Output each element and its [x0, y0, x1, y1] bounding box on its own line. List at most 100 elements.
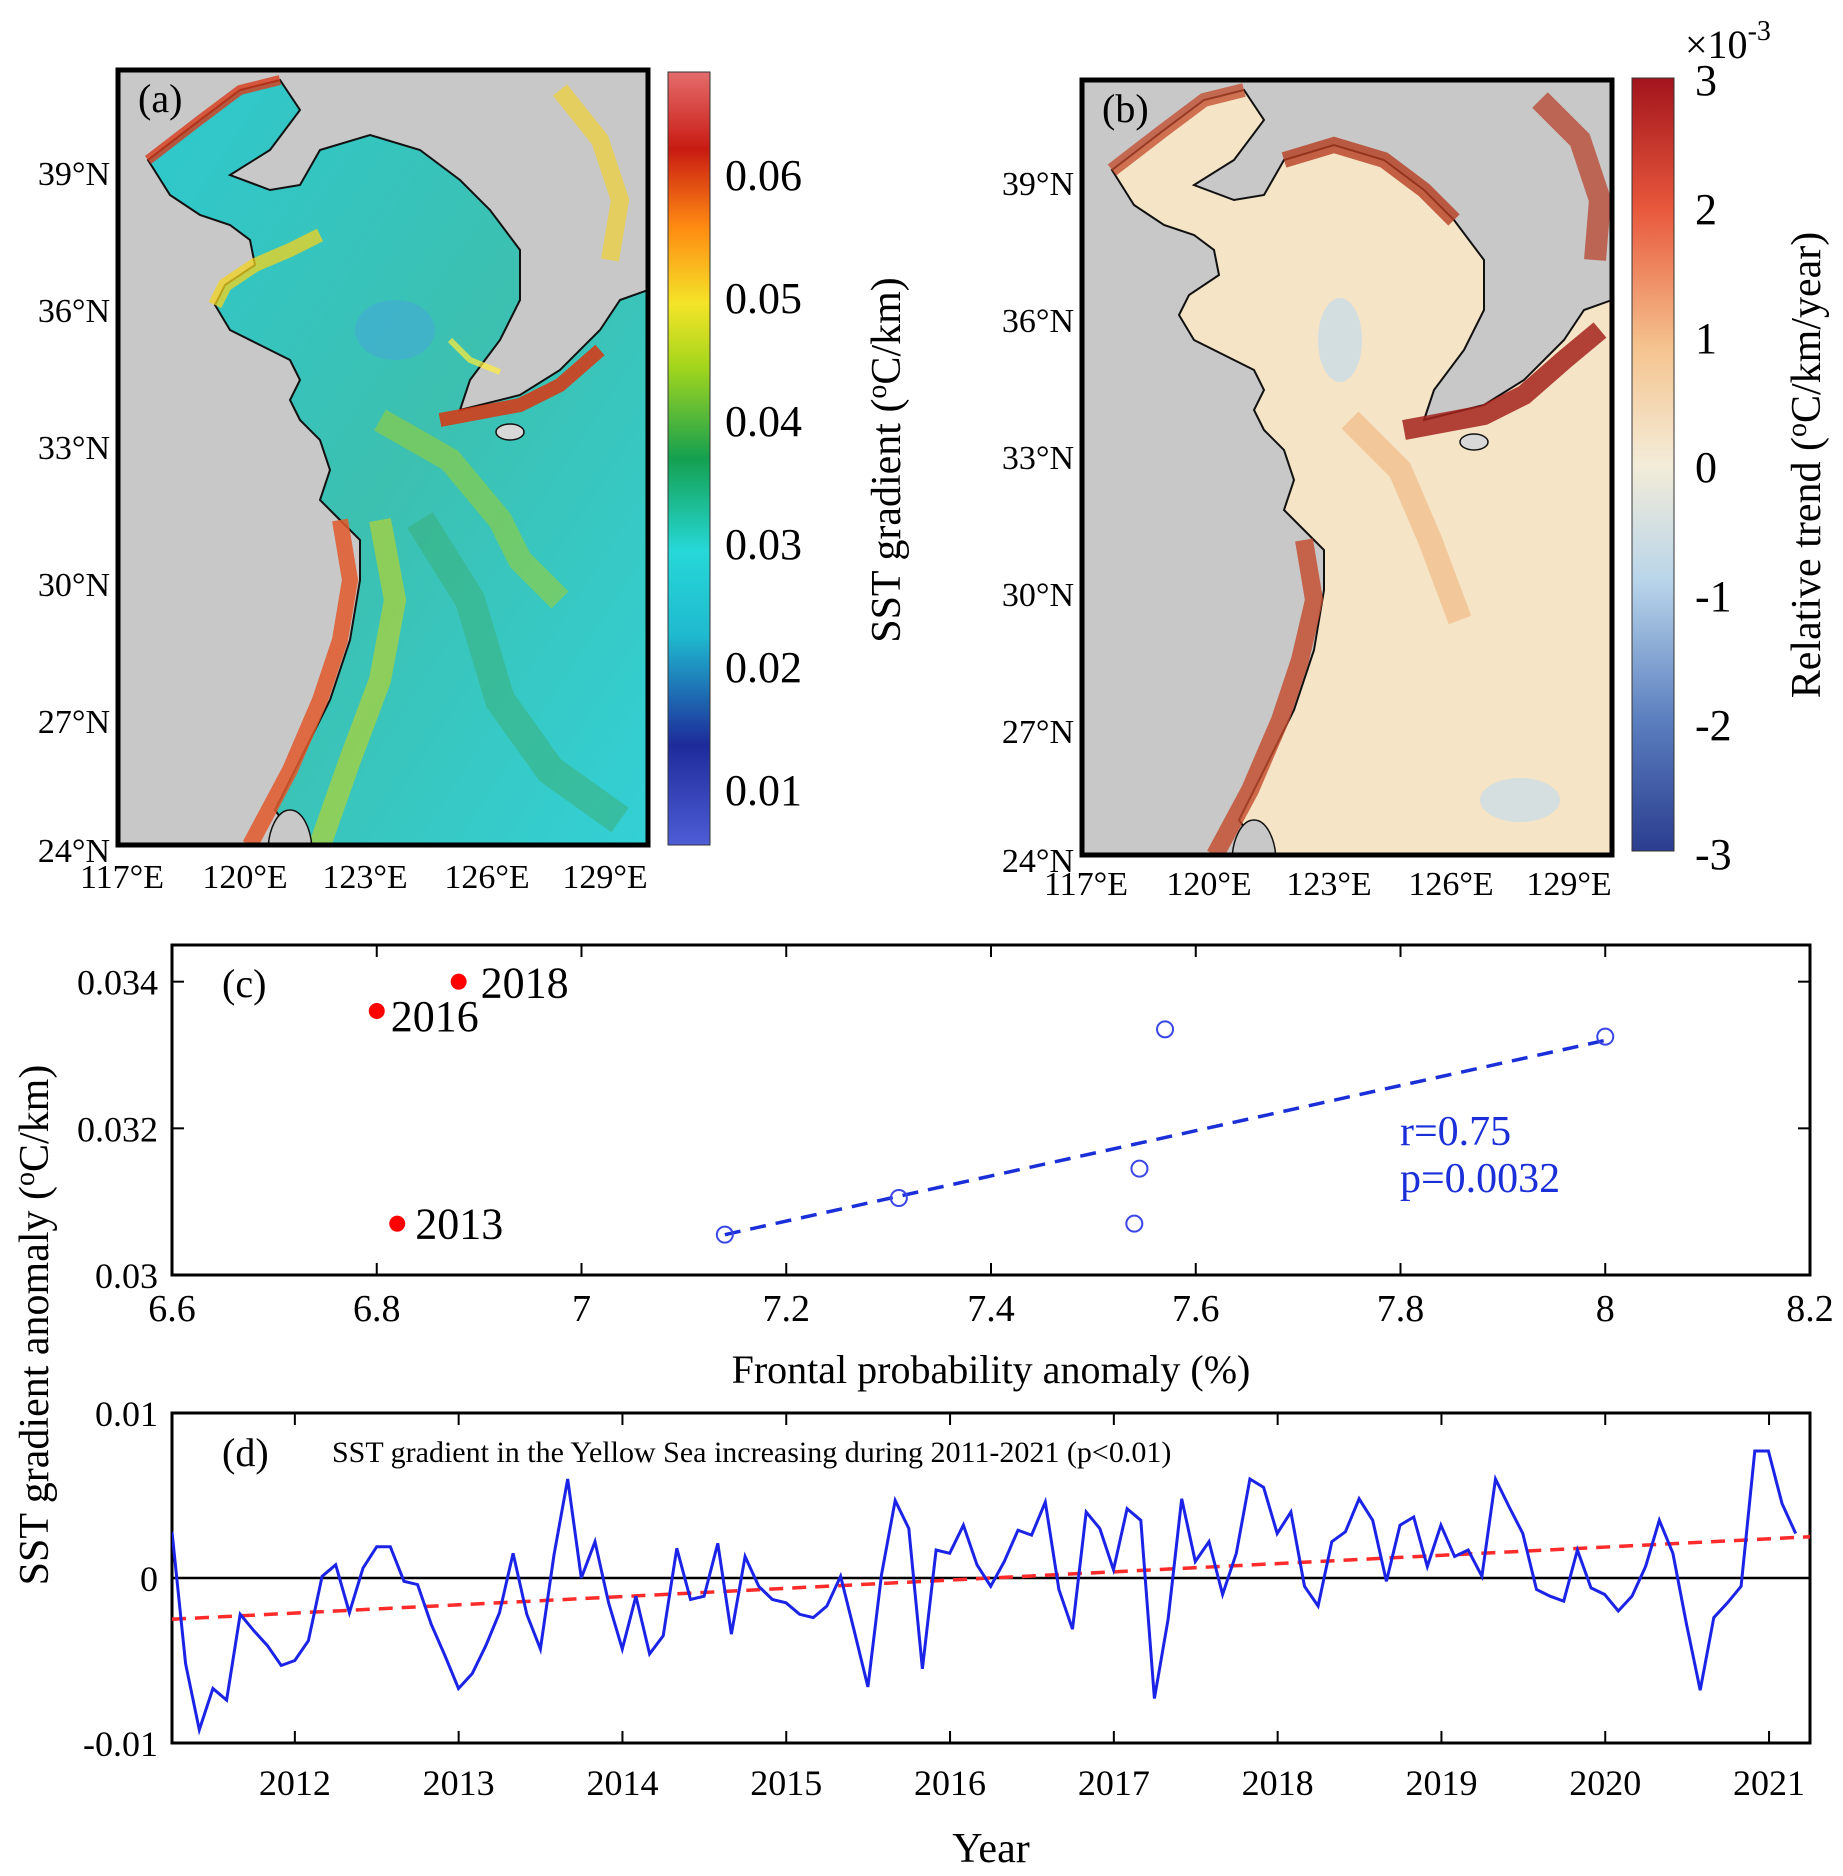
sst-gradient-series-line — [172, 1449, 1798, 1736]
panel-c-ticks: 6.6 6.8 7 7.2 7.4 7.6 7.8 8 8.2 0.034 0.032 0.03 — [77, 945, 1834, 1330]
x-tick-label: 2020 — [1569, 1763, 1641, 1803]
y-tick-label: 0.03 — [95, 1256, 158, 1296]
panel-d-x-axis-label: Year — [952, 1826, 1029, 1871]
panel-c-scatter: (c) 6.6 6.8 7 7.2 7.4 7.6 7.8 8 8.2 0.034 0.032 0.0… — [77, 943, 1834, 1392]
point-year-label: 2013 — [415, 1200, 503, 1249]
cbar-tick: 0.02 — [725, 643, 802, 692]
shared-y-axis-label: SST gradient anomaly (oC/km) — [10, 1065, 58, 1586]
scatter-point-open — [1156, 1020, 1175, 1039]
panel-a-map: (a) 39°N 36°N 33°N 30°N 27°N 24°N 117°E … — [38, 67, 651, 896]
cbar-tick: 1 — [1695, 314, 1717, 363]
cbar-multiplier: ×10-3 — [1685, 16, 1771, 67]
y-tick-label: 0.01 — [95, 1394, 158, 1434]
panel-a-lon-ticks: 117°E 120°E 123°E 126°E 129°E — [80, 859, 648, 896]
x-tick-label: 7.6 — [1172, 1288, 1220, 1330]
y-tick-label: 0.032 — [77, 1109, 158, 1149]
scatter-point-open — [1125, 1214, 1144, 1233]
x-tick-label: 2017 — [1078, 1763, 1150, 1803]
lat-tick: 24°N — [1002, 843, 1074, 880]
lat-tick: 39°N — [38, 156, 110, 193]
lon-tick: 123°E — [322, 859, 407, 896]
lon-tick: 129°E — [562, 859, 647, 896]
cbar-tick: 0.06 — [725, 151, 802, 200]
lat-tick: 36°N — [1002, 303, 1074, 340]
panel-c-r-value: r=0.75 — [1400, 1109, 1511, 1155]
cbar-tick: 0 — [1695, 443, 1717, 492]
y-tick-label: 0.034 — [77, 963, 158, 1003]
linear-trend-line — [172, 1535, 1810, 1621]
y-tick-label: 0 — [140, 1559, 158, 1599]
x-tick-label: 2015 — [750, 1763, 822, 1803]
cbar-tick: -2 — [1695, 701, 1732, 750]
x-tick-label: 8 — [1596, 1288, 1615, 1330]
panel-c-p-value: p=0.0032 — [1400, 1156, 1560, 1202]
x-tick-label: 2016 — [914, 1763, 986, 1803]
lat-tick: 33°N — [1002, 440, 1074, 477]
lon-tick: 126°E — [444, 859, 529, 896]
lat-tick: 36°N — [38, 293, 110, 330]
x-tick-label: 2021 — [1733, 1763, 1805, 1803]
diverging-red-blue-colormap-icon — [1631, 77, 1675, 852]
scatter-point-labeled — [368, 1003, 385, 1019]
cbar-tick: 0.04 — [725, 397, 802, 446]
point-year-label: 2018 — [481, 959, 569, 1008]
panel-d-timeseries: (d) SST gradient in the Yellow Sea incre… — [83, 1394, 1812, 1872]
x-tick-label: 7 — [572, 1288, 591, 1330]
scatter-point-labeled — [389, 1215, 406, 1232]
x-tick-label: 6.6 — [148, 1288, 196, 1330]
x-tick-label: 7.8 — [1377, 1288, 1425, 1330]
panel-a-lat-ticks: 39°N 36°N 33°N 30°N 27°N 24°N — [38, 156, 110, 870]
panel-a-frame — [115, 67, 651, 848]
lat-tick: 27°N — [1002, 714, 1074, 751]
y-tick-label: -0.01 — [83, 1724, 158, 1764]
panel-a-colorbar: 0.06 0.05 0.04 0.03 0.02 0.01 SST gradie… — [667, 71, 910, 846]
lon-tick: 129°E — [1526, 866, 1611, 903]
panel-a-label: (a) — [138, 76, 182, 121]
lat-tick: 33°N — [38, 430, 110, 467]
panel-c-label: (c) — [222, 961, 266, 1006]
scatter-point-open — [1130, 1159, 1149, 1178]
colorbar-a-title: SST gradient (oC/km) — [862, 277, 910, 643]
lat-tick: 24°N — [38, 833, 110, 870]
x-tick-label: 2014 — [586, 1763, 658, 1803]
point-year-label: 2016 — [391, 992, 479, 1041]
lat-tick: 30°N — [1002, 577, 1074, 614]
regression-fit-line — [724, 1038, 1606, 1237]
panel-b-map: (b) 39°N 36°N 33°N 30°N 27°N 24°N 117°E … — [1002, 77, 1615, 903]
cbar-tick: 0.03 — [725, 520, 802, 569]
cbar-tick: 2 — [1695, 185, 1717, 234]
cbar-tick: 3 — [1695, 56, 1717, 105]
scatter-point-open — [889, 1189, 908, 1207]
panel-b-label: (b) — [1102, 86, 1149, 131]
lon-tick: 117°E — [80, 859, 164, 896]
panel-c-x-axis-label: Frontal probability anomaly (%) — [732, 1347, 1251, 1392]
scatter-point-open — [1596, 1027, 1615, 1046]
panel-b-frame — [1079, 77, 1615, 858]
x-tick-label: 2019 — [1405, 1763, 1477, 1803]
panel-b-lon-ticks: 117°E 120°E 123°E 126°E 129°E — [1044, 866, 1612, 903]
x-tick-label: 7.2 — [763, 1288, 811, 1330]
sea-area — [1110, 88, 1612, 855]
colorbar-b-title: Relative trend (oC/km/year) — [1782, 232, 1830, 699]
cbar-tick: 0.01 — [725, 766, 802, 815]
x-tick-label: 2012 — [259, 1763, 331, 1803]
lat-tick: 27°N — [38, 704, 110, 741]
sea-area — [146, 78, 648, 845]
panel-b-colorbar: ×10-3 3 2 1 0 -1 -2 -3 Relative trend (o… — [1631, 16, 1830, 879]
panel-d-title: SST gradient in the Yellow Sea increasin… — [332, 1436, 1171, 1469]
x-tick-label: 2013 — [423, 1763, 495, 1803]
panel-d-label: (d) — [222, 1430, 269, 1475]
panel-d-ticks: 2012 2013 2014 2015 2016 2017 2018 2019 2020 2021… — [83, 1394, 1810, 1803]
lat-tick: 39°N — [1002, 166, 1074, 203]
cbar-tick: -1 — [1695, 572, 1732, 621]
cbar-tick: 0.05 — [725, 274, 802, 323]
lon-tick: 123°E — [1286, 866, 1371, 903]
x-tick-label: 2018 — [1242, 1763, 1314, 1803]
lon-tick: 126°E — [1408, 866, 1493, 903]
panel-d-marks — [172, 1449, 1810, 1736]
panel-c-marks — [368, 973, 1615, 1244]
lon-tick: 117°E — [1044, 866, 1128, 903]
lon-tick: 120°E — [1166, 866, 1251, 903]
